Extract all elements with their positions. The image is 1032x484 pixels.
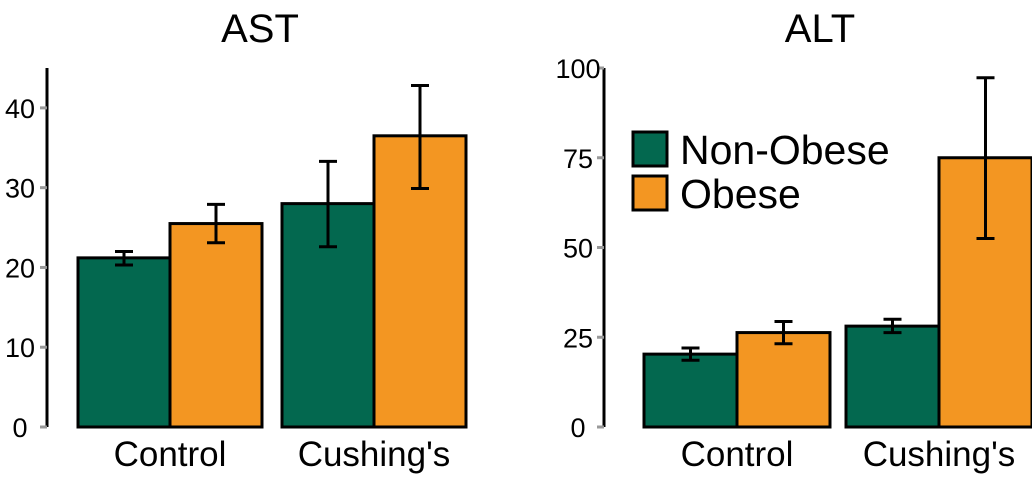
y-tick-label: 0 [570,413,585,443]
y-tick-label: 25 [563,323,593,353]
chart-title: ALT [785,7,855,51]
legend-swatch [631,174,669,212]
category-label: Cushing's [863,435,1016,474]
chart-title: AST [221,7,299,51]
y-tick-label: 75 [563,144,593,174]
bar-ast-0-1 [168,222,264,429]
category-label: Cushing's [298,435,451,474]
y-tick-label: 30 [5,174,35,204]
bar-alt-1-0 [844,324,941,429]
legend-label: Non-Obese [680,127,890,173]
legend-label: Obese [680,171,801,217]
bar-ast-0-0 [76,256,172,429]
y-tick-label: 20 [5,253,35,283]
category-label: Control [681,435,794,474]
chart-panel-ast: AST Control Cushing's 0 10 20 30 40 [5,7,468,474]
legend-swatch [631,130,669,168]
y-tick-label: 100 [555,54,600,84]
y-tick-label: 40 [5,94,35,124]
chart-panel-alt: ALT Control Cushing's 0 25 50 75 100 Non-ObeseOb… [555,7,1032,474]
y-tick-label: 50 [563,234,593,264]
y-tick-label: 10 [5,333,35,363]
category-label: Control [114,435,227,474]
bar-alt-0-0 [642,352,739,429]
y-tick-label: 0 [12,413,27,443]
bar-alt-0-1 [735,331,832,429]
